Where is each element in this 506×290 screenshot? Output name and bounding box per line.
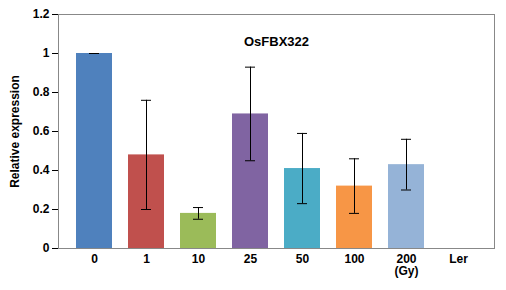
svg-text:OsFBX322: OsFBX322 bbox=[244, 34, 309, 49]
svg-text:Ler: Ler bbox=[449, 252, 468, 266]
svg-text:Relative expression: Relative expression bbox=[8, 75, 22, 188]
svg-text:0.6: 0.6 bbox=[33, 124, 50, 138]
svg-text:0: 0 bbox=[91, 252, 98, 266]
svg-text:0.2: 0.2 bbox=[33, 202, 50, 216]
svg-text:100: 100 bbox=[344, 252, 364, 266]
svg-text:1: 1 bbox=[143, 252, 150, 266]
svg-text:1.2: 1.2 bbox=[33, 7, 50, 21]
svg-text:25: 25 bbox=[244, 252, 258, 266]
svg-text:10: 10 bbox=[192, 252, 206, 266]
svg-text:0.4: 0.4 bbox=[33, 163, 50, 177]
svg-text:200(Gy): 200(Gy) bbox=[395, 252, 419, 278]
svg-text:0.8: 0.8 bbox=[33, 85, 50, 99]
svg-text:1: 1 bbox=[43, 46, 50, 60]
svg-text:0: 0 bbox=[43, 241, 50, 255]
svg-text:50: 50 bbox=[296, 252, 310, 266]
